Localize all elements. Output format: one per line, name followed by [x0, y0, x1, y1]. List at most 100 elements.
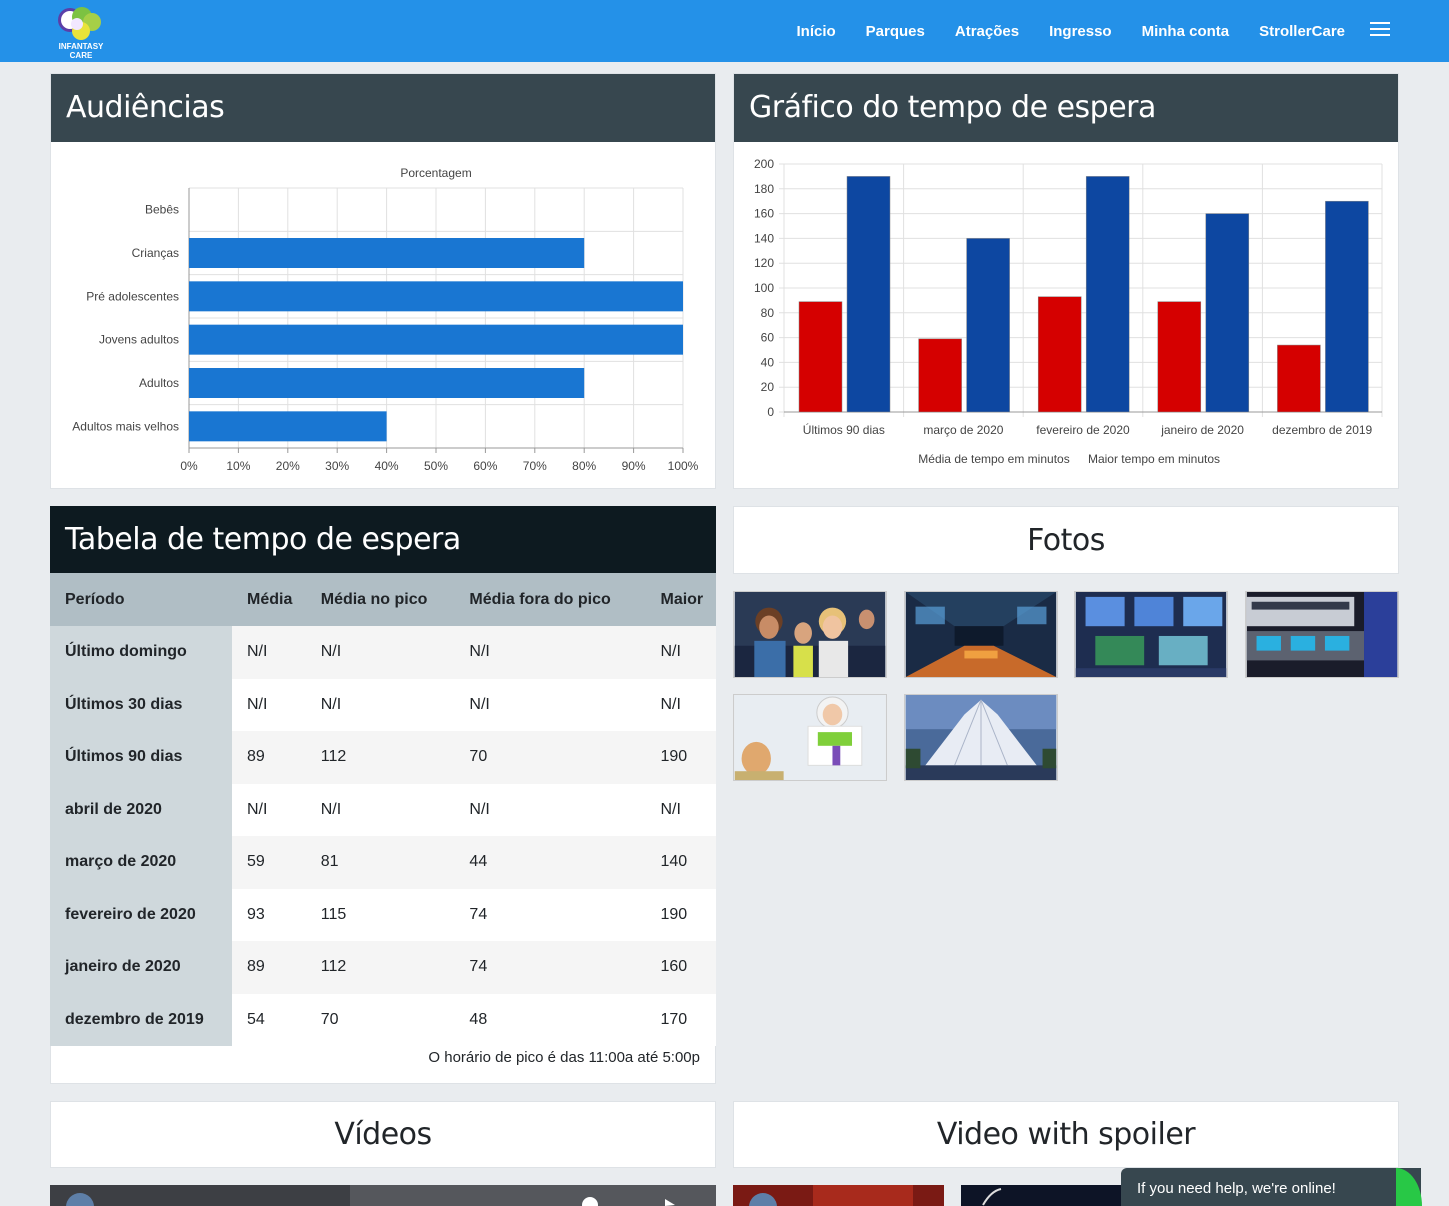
cell-avg: 59 [232, 836, 306, 889]
category-label: março de 2020 [923, 423, 1003, 437]
wait-chart-card: Gráfico do tempo de espera 0 20 40 60 80 100 1… [733, 73, 1399, 489]
bar [189, 238, 585, 268]
logo-icon[interactable] [50, 0, 112, 60]
table-header-row: Período Média Média no pico Média fora d… [50, 573, 716, 626]
video-thumbnail[interactable] [733, 1185, 944, 1206]
videos-title: Vídeos [50, 1101, 716, 1168]
y-tick-label: 200 [754, 157, 774, 171]
cell-peak: 112 [305, 731, 455, 784]
category-label: janeiro de 2020 [1160, 423, 1244, 437]
video-spoiler-title: Video with spoiler [733, 1101, 1399, 1168]
row-period: fevereiro de 2020 [50, 888, 232, 941]
cell-offpeak: 70 [454, 731, 646, 784]
photo-family-ride[interactable] [733, 591, 887, 678]
category-label: fevereiro de 2020 [1036, 423, 1130, 437]
bar [189, 324, 683, 355]
nav-menu: Início Parques Atrações Ingresso Minha c… [767, 0, 1346, 62]
navbar: INFANTASY CARE Início Parques Atrações I… [0, 0, 1449, 62]
category-label: Bebês [145, 203, 179, 217]
x-tick-label: 90% [622, 459, 646, 473]
x-tick-label: 40% [375, 459, 399, 473]
nav-item-atracoes[interactable]: Atrações [954, 22, 1020, 40]
cell-max: N/I [645, 783, 716, 836]
x-tick-label: 50% [424, 459, 448, 473]
bar [1277, 344, 1321, 413]
row-period: Últimos 90 dias [50, 731, 232, 784]
y-tick-label: 0 [767, 405, 774, 419]
category-label: dezembro de 2019 [1272, 423, 1372, 437]
cell-peak: N/I [305, 783, 455, 836]
y-tick-label: 80 [761, 306, 775, 320]
wait-time-table: Período Média Média no pico Média fora d… [50, 573, 716, 1046]
photos-title: Fotos [733, 506, 1399, 574]
cell-avg: N/I [232, 783, 306, 836]
hamburger-menu-icon[interactable] [1370, 22, 1390, 38]
cell-offpeak: 48 [454, 993, 646, 1046]
y-tick-label: 60 [761, 331, 775, 345]
table-row: fevereiro de 2020 93 115 74 190 [50, 888, 716, 941]
bar [1085, 176, 1130, 413]
table-row: dezembro de 2019 54 70 48 170 [50, 993, 716, 1046]
bar [189, 411, 387, 442]
cell-avg: N/I [232, 678, 306, 731]
row-period: março de 2020 [50, 836, 232, 889]
table-row: Último domingo N/I N/I N/I N/I [50, 626, 716, 679]
cell-offpeak: 74 [454, 888, 646, 941]
cell-max: 140 [645, 836, 716, 889]
header-media-fora-pico: Média fora do pico [454, 573, 646, 626]
bar [1325, 200, 1369, 413]
x-tick-label: 100% [668, 459, 699, 473]
photo-control-panels[interactable] [1074, 591, 1228, 678]
cell-avg: N/I [232, 626, 306, 679]
cell-peak: 112 [305, 941, 455, 994]
nav-item-ingresso[interactable]: Ingresso [1049, 22, 1112, 40]
cell-avg: 93 [232, 888, 306, 941]
category-label: Adultos [139, 376, 179, 390]
row-period: Último domingo [50, 626, 232, 679]
cell-offpeak: 44 [454, 836, 646, 889]
y-tick-label: 140 [754, 231, 774, 245]
header-periodo: Período [50, 573, 232, 626]
cell-max: N/I [645, 678, 716, 731]
nav-item-inicio[interactable]: Início [796, 22, 836, 40]
row-period: janeiro de 2020 [50, 941, 232, 994]
video-thumbnail[interactable] [961, 1185, 1141, 1206]
table-row: abril de 2020 N/I N/I N/I N/I [50, 783, 716, 836]
audiences-chart: Porcentagem 0% 10% 20% 30% 40% 50% 60% 70% 80% 90%… [72, 166, 699, 473]
photo-space-mountain[interactable] [904, 694, 1058, 781]
x-tick-label: 60% [473, 459, 497, 473]
photo-space-tunnel[interactable] [904, 591, 1058, 678]
category-label: Últimos 90 dias [803, 422, 885, 437]
nav-item-parques[interactable]: Parques [865, 22, 925, 40]
y-tick-label: 40 [761, 355, 775, 369]
row-period: Últimos 30 dias [50, 678, 232, 731]
nav-item-strollercare[interactable]: StrollerCare [1259, 22, 1345, 40]
cell-peak: N/I [305, 626, 455, 679]
x-tick-label: 80% [572, 459, 596, 473]
cell-offpeak: N/I [454, 626, 646, 679]
bar [189, 281, 683, 312]
video-thumbnail[interactable] [50, 1185, 716, 1206]
nav-item-minha-conta[interactable]: Minha conta [1141, 22, 1230, 40]
bar [189, 368, 585, 398]
y-tick-label: 20 [761, 380, 775, 394]
cell-offpeak: N/I [454, 678, 646, 731]
chart-title: Porcentagem [400, 166, 471, 180]
photo-cargo-control-center[interactable] [1245, 591, 1399, 678]
bar [1037, 296, 1082, 413]
chat-widget[interactable]: If you need help, we're online! [1121, 1168, 1421, 1206]
bar [918, 338, 962, 413]
photo-buzz-lightyear[interactable] [733, 694, 887, 781]
category-label: Jovens adultos [99, 333, 179, 347]
category-label: Crianças [132, 246, 179, 260]
cell-max: 160 [645, 941, 716, 994]
cell-max: 170 [645, 993, 716, 1046]
bar [846, 176, 891, 413]
table-row: janeiro de 2020 89 112 74 160 [50, 941, 716, 994]
peak-hours-note: O horário de pico é das 11:00a até 5:00p [50, 1046, 716, 1084]
cell-offpeak: 74 [454, 941, 646, 994]
table-row: Últimos 90 dias 89 112 70 190 [50, 731, 716, 784]
cell-max: N/I [645, 626, 716, 679]
table-row: Últimos 30 dias N/I N/I N/I N/I [50, 678, 716, 731]
category-label: Adultos mais velhos [72, 419, 179, 433]
